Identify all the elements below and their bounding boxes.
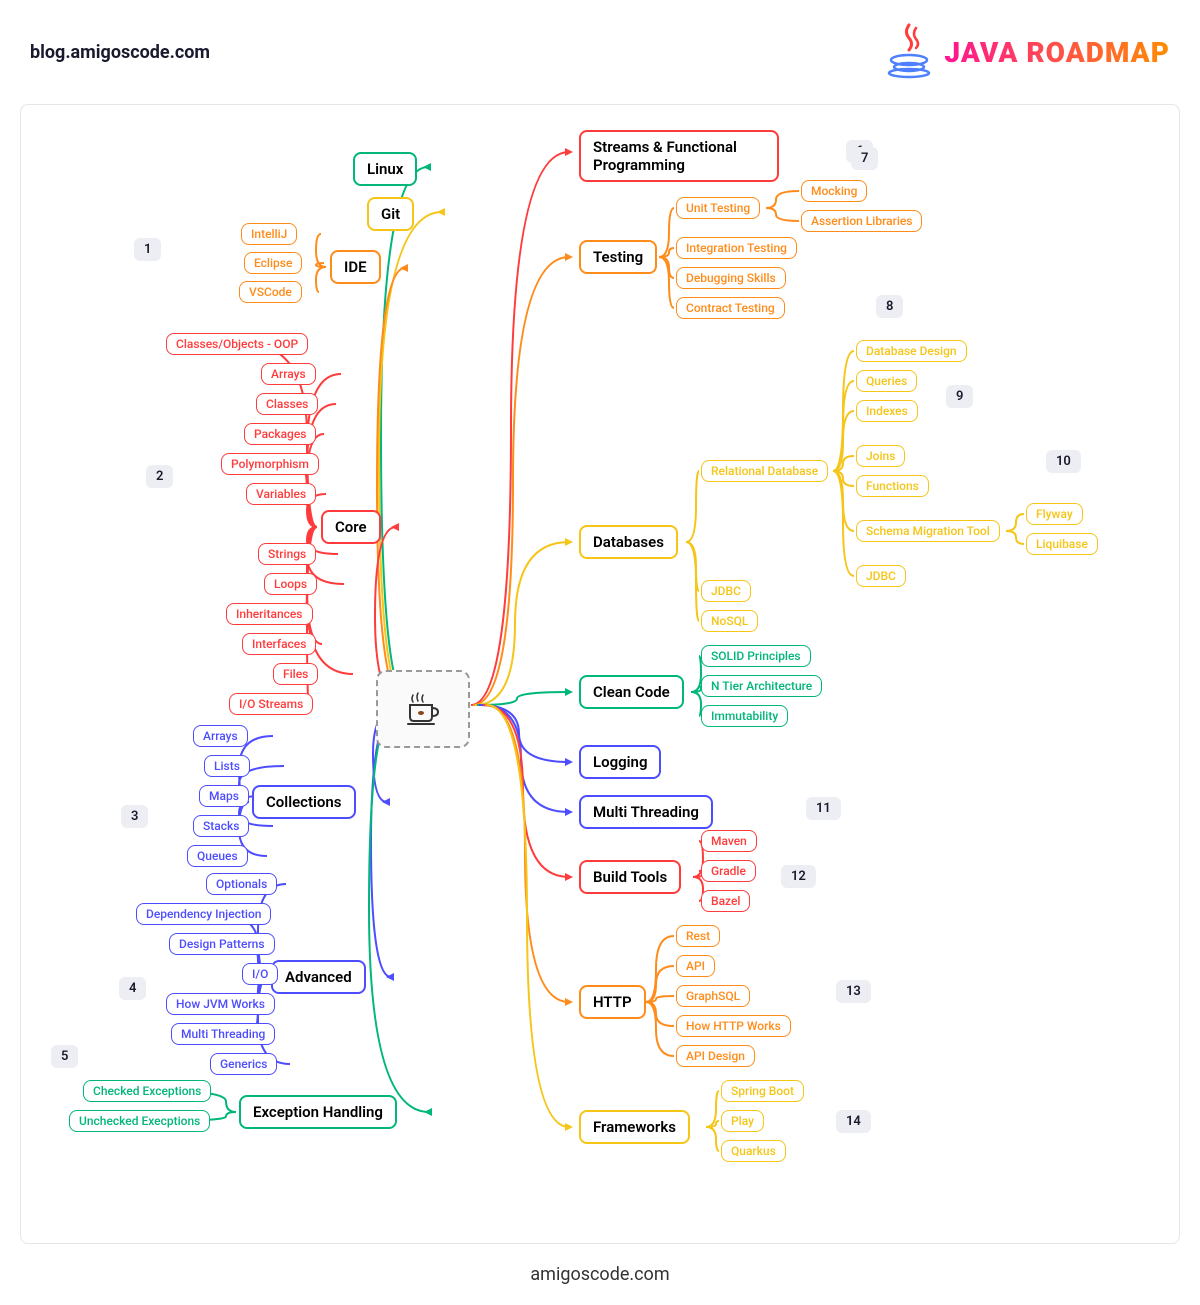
sub-collections-3: Stacks xyxy=(193,815,249,837)
node-core: Core xyxy=(321,510,381,544)
sub-exception-1: Unchecked Execptions xyxy=(69,1110,210,1132)
sub-core-5: Variables xyxy=(246,483,316,505)
sub-advanced-2: Design Patterns xyxy=(169,933,275,955)
sub-ide-2: VSCode xyxy=(239,281,302,303)
sub-testing-1: Integration Testing xyxy=(676,237,797,259)
badge-4: 4 xyxy=(119,977,146,1000)
sub-core-1: Arrays xyxy=(261,363,316,385)
node-buildtools: Build Tools xyxy=(579,860,681,894)
sub-core-4: Polymorphism xyxy=(221,453,319,475)
sub-http-0: Rest xyxy=(676,925,720,947)
java-logo-icon xyxy=(884,20,934,84)
sub-testing-2: Debugging Skills xyxy=(676,267,786,289)
node-cleancode: Clean Code xyxy=(579,675,684,709)
sub-core-7: Loops xyxy=(264,573,317,595)
sub-advanced-0: Optionals xyxy=(206,873,277,895)
sub-advanced-1: Dependency Injection xyxy=(136,903,271,925)
sub-relational-4: Functions xyxy=(856,475,929,497)
sub-schema-1: Liquibase xyxy=(1026,533,1098,555)
node-http: HTTP xyxy=(579,985,646,1019)
sub-frameworks-0: Spring Boot xyxy=(721,1080,804,1102)
mindmap-canvas: Linux Git IDE Core Collections Advanced Except… xyxy=(20,104,1180,1244)
sub-core-11: I/O Streams xyxy=(229,693,313,715)
node-streams: Streams & Functional Programming xyxy=(579,130,779,182)
sub-testing2-0: Mocking xyxy=(801,180,867,202)
sub-testing-0: Unit Testing xyxy=(676,197,760,219)
sub-http-4: API Design xyxy=(676,1045,755,1067)
sub-cleancode-0: SOLID Principles xyxy=(701,645,811,667)
sub-advanced-4: How JVM Works xyxy=(166,993,275,1015)
sub-databases-2: NoSQL xyxy=(701,610,758,632)
sub-collections-4: Queues xyxy=(187,845,248,867)
sub-http-1: API xyxy=(676,955,715,977)
node-ide: IDE xyxy=(330,250,381,284)
sub-collections-0: Arrays xyxy=(193,725,248,747)
sub-cleancode-1: N Tier Architecture xyxy=(701,675,822,697)
badge-7: 7 xyxy=(851,147,878,170)
footer-url: amigoscode.com xyxy=(0,1244,1200,1305)
node-multithreading: Multi Threading xyxy=(579,795,713,829)
sub-relational-5: Schema Migration Tool xyxy=(856,520,1000,542)
badge-13: 13 xyxy=(836,980,871,1003)
sub-exception-0: Checked Exceptions xyxy=(83,1080,211,1102)
sub-core-8: Inheritances xyxy=(226,603,313,625)
page-title: JAVA ROADMAP xyxy=(944,36,1170,69)
sub-cleancode-2: Immutability xyxy=(701,705,788,727)
sub-testing-3: Contract Testing xyxy=(676,297,785,319)
sub-schema-0: Flyway xyxy=(1026,503,1083,525)
sub-advanced-3: I/O xyxy=(242,963,278,985)
sub-relational-3: Joins xyxy=(856,445,905,467)
sub-ide-0: IntelliJ xyxy=(241,223,297,245)
sub-core-9: Interfaces xyxy=(242,633,316,655)
sub-advanced-6: Generics xyxy=(210,1053,277,1075)
node-logging: Logging xyxy=(579,745,661,779)
node-collections: Collections xyxy=(252,785,356,819)
sub-http-2: GraphSQL xyxy=(676,985,750,1007)
badge-10: 10 xyxy=(1046,450,1081,473)
sub-relational-0: Database Design xyxy=(856,340,967,362)
sub-buildtools-0: Maven xyxy=(701,830,757,852)
sub-databases-1: JDBC xyxy=(701,580,751,602)
badge-14: 14 xyxy=(836,1110,871,1133)
badge-9: 9 xyxy=(946,385,973,408)
sub-collections-1: Lists xyxy=(204,755,250,777)
sub-relational-6: JDBC xyxy=(856,565,906,587)
sub-core-0: Classes/Objects - OOP xyxy=(166,333,308,355)
sub-buildtools-1: Gradle xyxy=(701,860,756,882)
badge-3: 3 xyxy=(121,805,148,828)
sub-testing2-1: Assertion Libraries xyxy=(801,210,922,232)
center-coffee-icon xyxy=(376,670,470,748)
sub-collections-2: Maps xyxy=(199,785,249,807)
node-databases: Databases xyxy=(579,525,678,559)
badge-12: 12 xyxy=(781,865,816,888)
sub-core-6: Strings xyxy=(258,543,316,565)
badge-11: 11 xyxy=(806,797,841,820)
node-frameworks: Frameworks xyxy=(579,1110,690,1144)
node-git: Git xyxy=(367,197,414,231)
sub-buildtools-2: Bazel xyxy=(701,890,750,912)
blog-url: blog.amigoscode.com xyxy=(30,42,210,63)
sub-frameworks-1: Play xyxy=(721,1110,764,1132)
sub-advanced-5: Multi Threading xyxy=(171,1023,275,1045)
sub-core-3: Packages xyxy=(244,423,316,445)
sub-core-2: Classes xyxy=(256,393,318,415)
sub-relational-2: Indexes xyxy=(856,400,918,422)
sub-ide-1: Eclipse xyxy=(244,252,302,274)
badge-8: 8 xyxy=(876,295,903,318)
badge-5: 5 xyxy=(51,1045,78,1068)
node-advanced: Advanced xyxy=(271,960,366,994)
sub-frameworks-2: Quarkus xyxy=(721,1140,786,1162)
node-exception: Exception Handling xyxy=(239,1095,397,1129)
sub-relational-1: Queries xyxy=(856,370,917,392)
node-linux: Linux xyxy=(353,152,417,186)
sub-databases-0: Relational Database xyxy=(701,460,828,482)
sub-core-10: Files xyxy=(273,663,318,685)
node-testing: Testing xyxy=(579,240,657,274)
badge-2: 2 xyxy=(146,465,173,488)
badge-1: 1 xyxy=(134,238,161,261)
sub-http-3: How HTTP Works xyxy=(676,1015,791,1037)
